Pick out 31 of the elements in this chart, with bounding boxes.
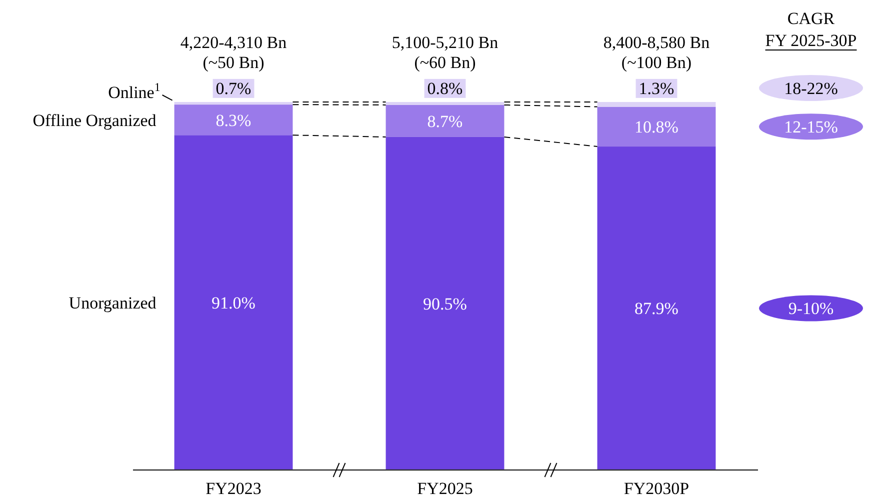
data-label: 1.3%	[638, 78, 674, 98]
bar	[386, 102, 504, 105]
bar	[597, 146, 716, 470]
series-label: Offline Organized	[32, 110, 157, 130]
text: 18-22%	[784, 78, 838, 98]
bar	[174, 104, 293, 136]
text: 12-15%	[784, 118, 838, 137]
bar	[386, 136, 504, 470]
total-label: 8,400-8,580 Bn (~100 Bn)	[603, 33, 710, 72]
data-label: 90.5%	[423, 294, 467, 314]
data-label: 8.3%	[216, 110, 252, 130]
bar	[174, 135, 293, 470]
data-label: 0.8%	[427, 78, 463, 98]
total-label: 5,100-5,210 Bn (~60 Bn)	[392, 33, 499, 72]
series-label: Online$^{1}$	[108, 80, 160, 102]
bar	[386, 104, 504, 137]
text: CAGR FY 2025-30P	[765, 9, 857, 50]
data-label: 87.9%	[634, 299, 678, 318]
x-tick-label: FY2030P	[624, 479, 690, 498]
x-tick-label: FY2025	[417, 479, 473, 498]
total-label: 4,220-4,310 Bn (~50 Bn)	[180, 33, 288, 72]
bar	[174, 102, 293, 105]
series-label: Unorganized	[68, 294, 157, 313]
x-tick-label: FY2023	[206, 479, 262, 498]
data-label: 91.0%	[212, 294, 256, 313]
data-label: 10.8%	[634, 118, 678, 137]
bar	[597, 106, 716, 147]
bar	[597, 102, 716, 107]
text: 9-10%	[788, 299, 834, 318]
data-label: 8.7%	[427, 112, 463, 131]
data-label: 0.7%	[216, 78, 252, 98]
